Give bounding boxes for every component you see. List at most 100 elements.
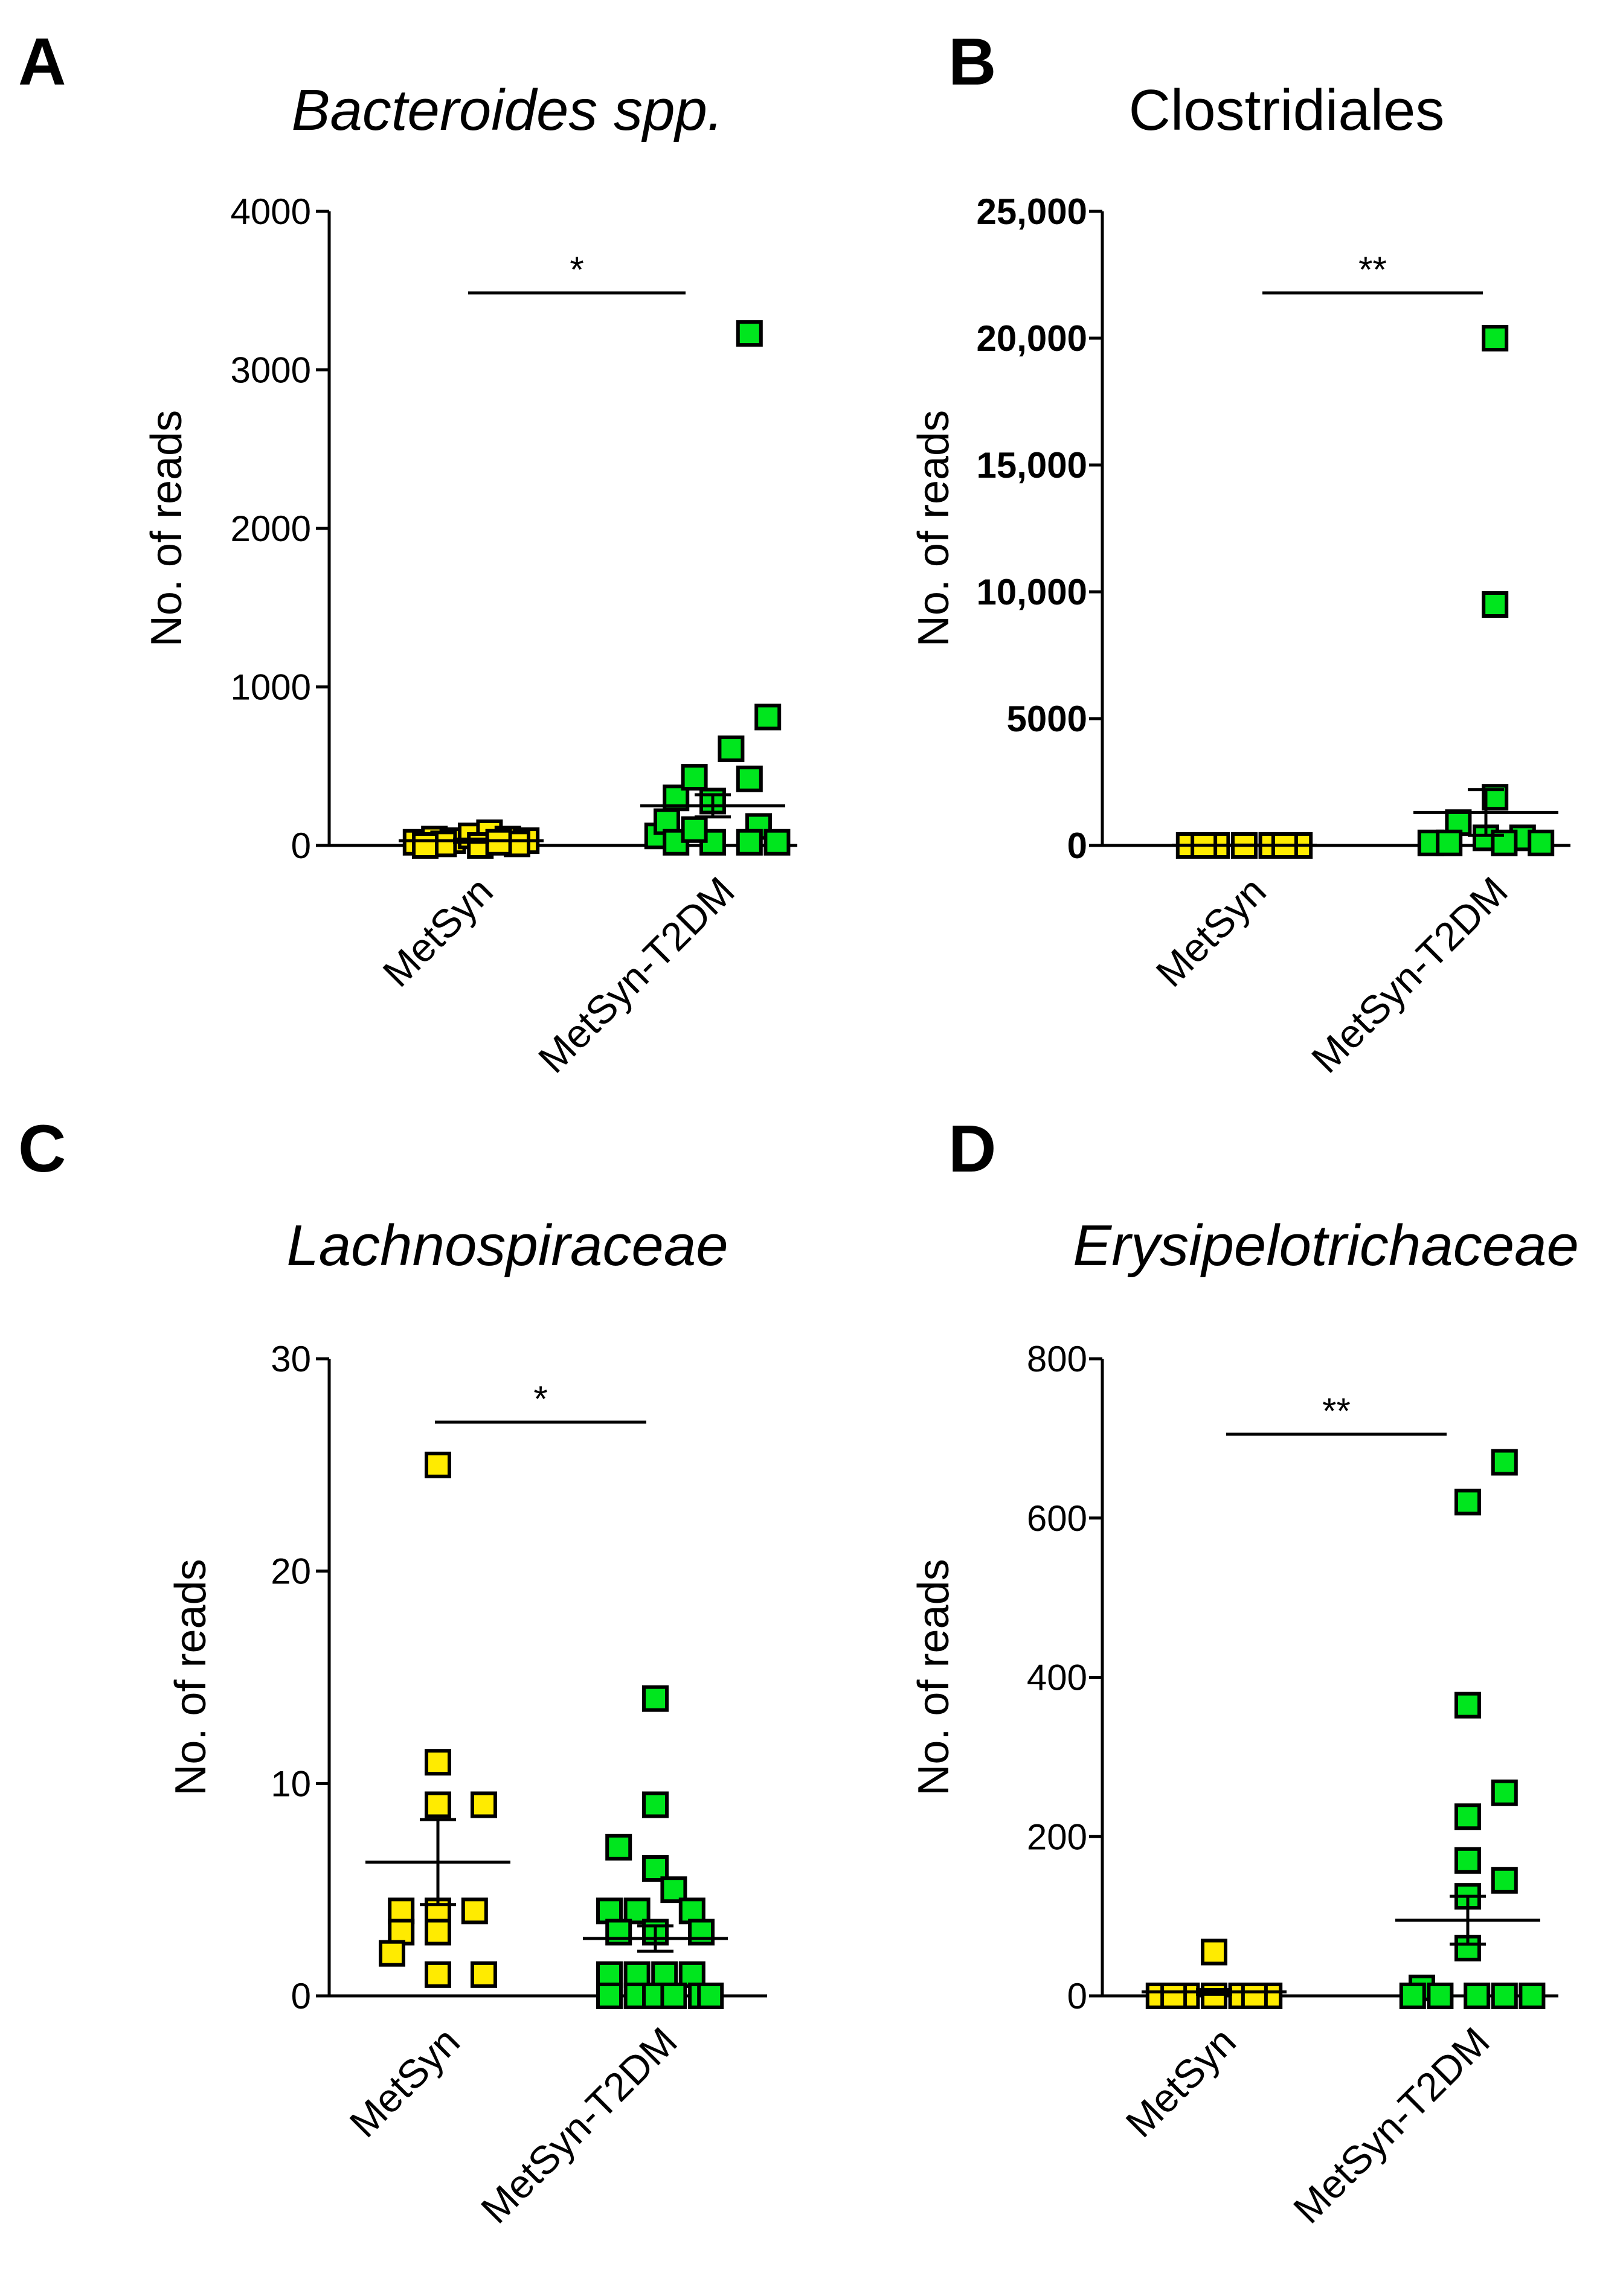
category-label: MetSyn: [341, 2019, 468, 2146]
data-point: [681, 764, 708, 791]
data-point: [1491, 1983, 1518, 2009]
y-tick-label: 3000: [231, 350, 311, 391]
panel-b: B Clostridiales 0 5000 10,000 15,000 20,000 25,…: [910, 25, 1570, 1082]
y-tick-label: 600: [1027, 1498, 1087, 1539]
data-point: [1482, 591, 1509, 618]
data-point: [1454, 1489, 1481, 1516]
y-tick-label: 200: [1027, 1817, 1087, 1857]
series-metsyn: [365, 1451, 510, 1988]
data-point: [681, 816, 708, 843]
data-point: [425, 1961, 451, 1988]
data-point: [1241, 1983, 1268, 2009]
data-point: [678, 1961, 705, 1988]
category-label: MetSyn-T2DM: [1285, 2019, 1498, 2232]
data-point: [425, 1749, 451, 1776]
data-point: [596, 1961, 623, 1988]
significance-label: *: [533, 1379, 547, 1419]
y-tick-label: 2000: [231, 508, 311, 549]
data-point: [688, 1919, 715, 1946]
category-label: MetSyn-T2DM: [530, 868, 743, 1082]
data-point: [678, 1897, 705, 1925]
y-tick-label: 20: [271, 1551, 311, 1592]
y-tick-label: 5000: [1007, 699, 1087, 739]
y-tick-label: 25,000: [976, 191, 1087, 232]
y-axis-label: No. of reads: [167, 1559, 215, 1795]
data-point: [754, 704, 782, 731]
y-tick-label: 15,000: [976, 445, 1087, 486]
data-point: [1436, 829, 1463, 856]
significance-label: **: [1322, 1391, 1351, 1431]
data-point: [485, 829, 512, 856]
data-point: [425, 1919, 451, 1946]
data-point: [471, 1791, 497, 1818]
data-point: [660, 1876, 687, 1903]
data-point: [718, 735, 745, 762]
y-tick-label: 0: [1067, 1976, 1087, 2016]
panel-label: B: [948, 25, 996, 99]
data-point: [1528, 829, 1555, 856]
data-point: [1454, 1692, 1481, 1719]
chart-title: Lachnospiraceae: [286, 1213, 728, 1278]
data-point: [642, 1855, 669, 1882]
y-tick-label: 4000: [231, 191, 311, 232]
data-point: [1399, 1983, 1426, 2009]
category-label: MetSyn: [1117, 2019, 1244, 2146]
data-point: [425, 1791, 451, 1818]
panel-label: C: [18, 1112, 66, 1186]
series-metsyn-t2dm: [583, 1685, 728, 2009]
y-tick-label: 0: [291, 1976, 311, 2016]
data-point: [1519, 1983, 1546, 2009]
data-point: [1160, 1983, 1188, 2009]
data-point: [596, 1983, 623, 2009]
y-tick-label: 10,000: [976, 572, 1087, 612]
panel-label: A: [18, 25, 66, 99]
data-point: [1482, 325, 1509, 351]
data-point: [623, 1897, 651, 1925]
data-point: [461, 1897, 488, 1925]
panel-c: C Lachnospiraceae 0 10 20 30 No. of reads MetSy…: [18, 1112, 767, 2232]
panel-d: D Erysipelotrichaceae 0 200 400 600 800 No. of …: [910, 1112, 1579, 2232]
data-point: [1464, 1983, 1491, 2009]
data-point: [736, 829, 763, 856]
y-tick-label: 20,000: [976, 318, 1087, 359]
series-metsyn: [399, 819, 544, 859]
data-point: [605, 1919, 632, 1946]
y-tick-label: 0: [291, 826, 311, 866]
series-metsyn-t2dm: [1413, 325, 1558, 856]
data-point: [1454, 1847, 1481, 1874]
y-axis-label: No. of reads: [143, 410, 191, 647]
data-point: [736, 765, 763, 792]
data-point: [660, 1983, 687, 2009]
y-tick-label: 800: [1027, 1339, 1087, 1379]
data-point: [697, 1983, 724, 2009]
series-metsyn-t2dm: [640, 320, 791, 856]
panel-label: D: [948, 1112, 996, 1186]
data-point: [596, 1897, 623, 1925]
y-axis-label: No. of reads: [910, 410, 958, 647]
data-point: [471, 1961, 497, 1988]
category-label: MetSyn: [374, 868, 501, 996]
data-point: [1201, 1938, 1227, 1966]
data-point: [642, 1685, 669, 1712]
data-point: [1201, 1983, 1227, 2009]
series-metsyn: [1142, 1938, 1287, 2009]
data-point: [1491, 1867, 1518, 1894]
y-tick-label: 400: [1027, 1658, 1087, 1698]
data-point: [736, 320, 763, 347]
y-tick-label: 30: [271, 1339, 311, 1379]
data-point: [1491, 1449, 1518, 1476]
series-metsyn-t2dm: [1395, 1449, 1546, 2009]
y-axis-label: No. of reads: [910, 1559, 958, 1795]
y-tick-label: 0: [1067, 826, 1087, 866]
data-point: [1427, 1983, 1454, 2009]
data-point: [605, 1833, 632, 1861]
category-label: MetSyn-T2DM: [472, 2019, 686, 2232]
category-label: MetSyn: [1147, 868, 1274, 996]
y-tick-label: 1000: [231, 667, 311, 708]
data-point: [1491, 1779, 1518, 1806]
chart-title: Clostridiales: [1129, 78, 1445, 143]
panel-a: A Bacteroides spp. 0 1000 2000 3000 4000 No. of…: [18, 25, 797, 1082]
data-point: [412, 832, 439, 859]
data-point: [1491, 829, 1518, 856]
